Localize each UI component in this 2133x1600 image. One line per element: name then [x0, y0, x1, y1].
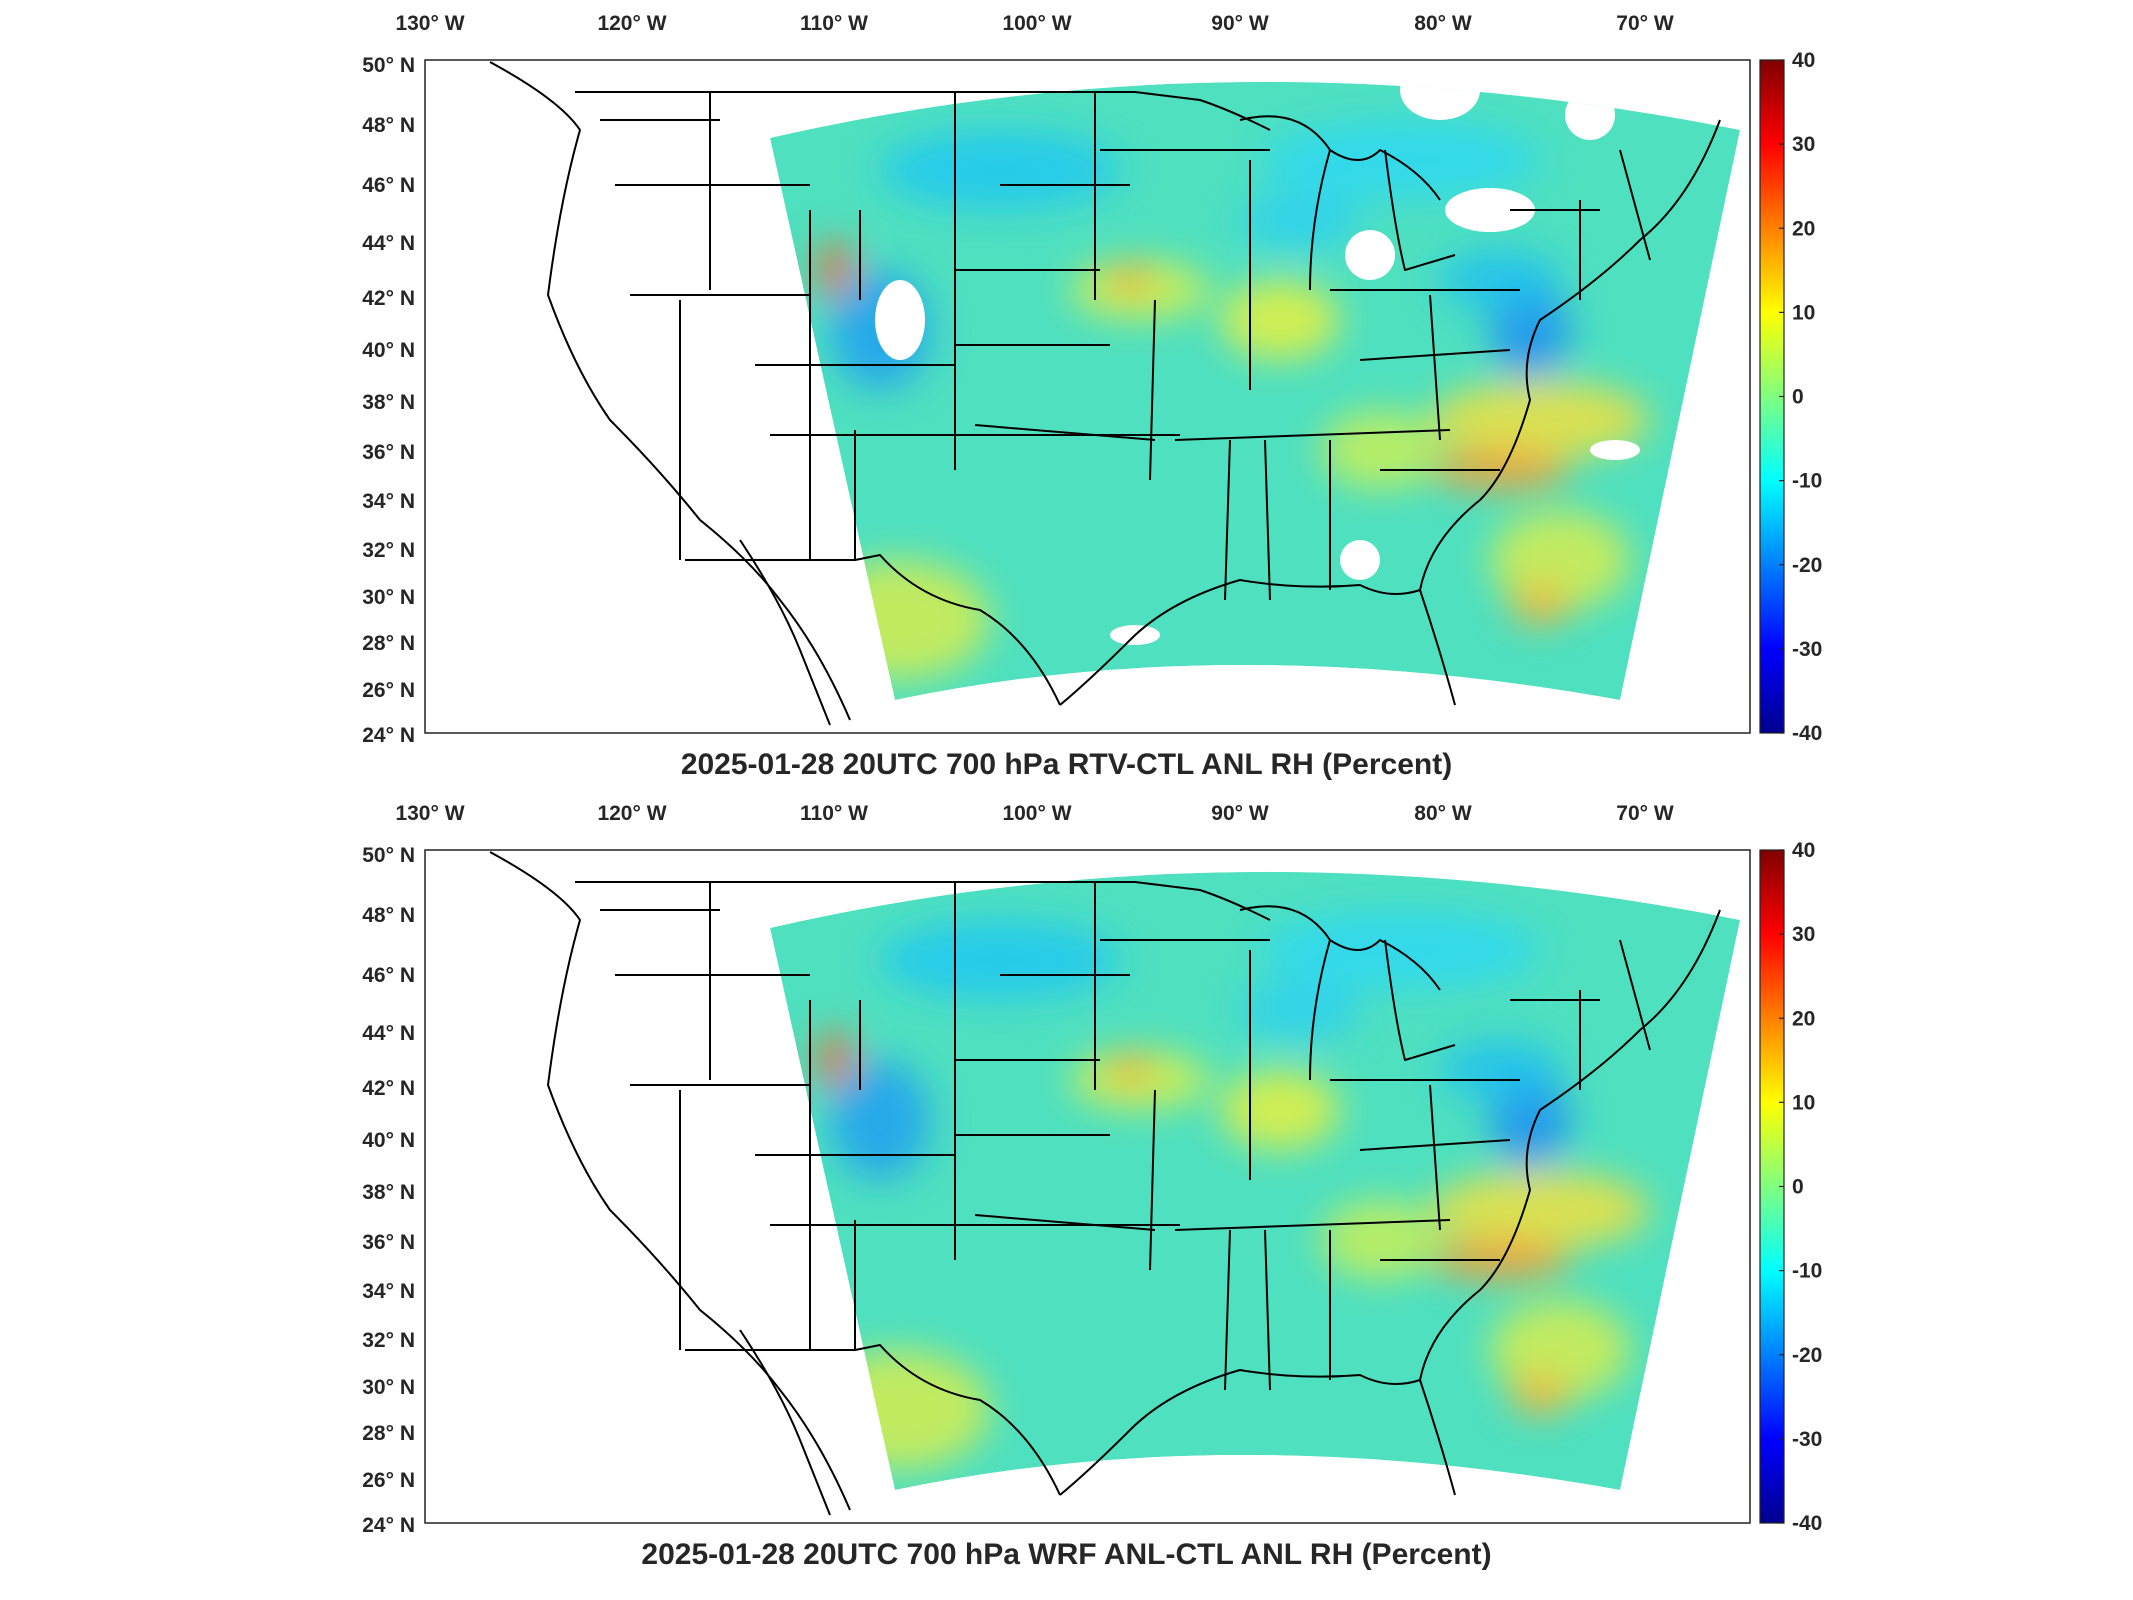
lat-tick-label: 50° N [362, 54, 415, 77]
colorbar-tick-label: 20 [1792, 217, 1815, 240]
panel-title: 2025-01-28 20UTC 700 hPa WRF ANL-CTL ANL… [641, 1538, 1492, 1571]
lat-tick-label: 34° N [362, 490, 415, 513]
lat-tick-label: 42° N [362, 287, 415, 310]
colorbar-tick-label: 0 [1792, 386, 1804, 409]
lat-tick-label: 46° N [362, 174, 415, 197]
lon-tick-label: 70° W [1616, 12, 1674, 35]
rh-difference-field [770, 81, 1740, 700]
colorbar-tick-label: 30 [1792, 133, 1815, 156]
lat-tick-label: 24° N [362, 724, 415, 747]
colorbar-tick-label: -20 [1792, 554, 1822, 577]
state-boundaries [489, 851, 1721, 1516]
lat-tick-label: 30° N [362, 586, 415, 609]
lat-tick-label: 38° N [362, 391, 415, 414]
map-panel-wrf-anl-ctl: 130° W 120° W 110° W 100° W 90° W 80° W 70° W 5… [0, 790, 2133, 1580]
colorbar-tick-label: 10 [1792, 1091, 1815, 1114]
lon-tick-label: 130° W [395, 802, 464, 825]
lon-tick-label: 90° W [1211, 12, 1269, 35]
colorbar-tick-label: -40 [1792, 722, 1822, 745]
lat-tick-label: 34° N [362, 1280, 415, 1303]
state-boundaries [489, 61, 1721, 726]
lat-tick-label: 38° N [362, 1181, 415, 1204]
lat-tick-label: 40° N [362, 339, 415, 362]
colorbar-tick-label: 40 [1792, 839, 1815, 862]
colorbar-tick-label: -30 [1792, 638, 1822, 661]
lon-tick-label: 70° W [1616, 802, 1674, 825]
lon-tick-label: 120° W [597, 802, 666, 825]
lon-tick-label: 80° W [1414, 12, 1472, 35]
lon-tick-label: 100° W [1002, 802, 1071, 825]
colorbar-tick-label: 20 [1792, 1007, 1815, 1030]
lat-tick-label: 44° N [362, 232, 415, 255]
lon-tick-label: 110° W [800, 12, 868, 35]
colorbar-tick-label: 0 [1792, 1176, 1804, 1199]
panel-title: 2025-01-28 20UTC 700 hPa RTV-CTL ANL RH … [680, 748, 1453, 781]
lon-tick-label: 130° W [395, 12, 464, 35]
lat-tick-label: 36° N [362, 441, 415, 464]
lat-tick-label: 40° N [362, 1129, 415, 1152]
lat-tick-label: 28° N [362, 1422, 415, 1445]
colorbar-tick-label: 40 [1792, 49, 1815, 72]
lat-tick-label: 30° N [362, 1376, 415, 1399]
lat-tick-label: 48° N [362, 904, 415, 927]
lat-tick-label: 26° N [362, 1469, 415, 1492]
lat-tick-label: 48° N [362, 114, 415, 137]
lat-tick-label: 50° N [362, 844, 415, 867]
lat-tick-label: 24° N [362, 1514, 415, 1537]
lat-tick-label: 44° N [362, 1022, 415, 1045]
rh-difference-field [770, 871, 1740, 1490]
lat-tick-label: 32° N [362, 539, 415, 562]
lat-tick-label: 28° N [362, 632, 415, 655]
lat-tick-label: 46° N [362, 964, 415, 987]
colorbar-tick-label: 30 [1792, 923, 1815, 946]
map-panel-rtv-ctl: 130° W 120° W 110° W 100° W 90° W 80° W 70° W 5… [0, 0, 2133, 790]
colorbar-tick-label: -10 [1792, 1260, 1822, 1283]
map-figure: 130° W 120° W 110° W 100° W 90° W 80° W 70° W 5… [362, 12, 1822, 747]
colorbar-tick-label: -10 [1792, 470, 1822, 493]
lat-tick-label: 36° N [362, 1231, 415, 1254]
lon-tick-label: 80° W [1414, 802, 1472, 825]
colorbar-tick-label: -40 [1792, 1512, 1822, 1535]
colorbar-tick-label: -30 [1792, 1428, 1822, 1451]
colorbar-tick-label: -20 [1792, 1344, 1822, 1367]
lat-tick-label: 42° N [362, 1077, 415, 1100]
map-figure: 130° W 120° W 110° W 100° W 90° W 80° W 70° W 5… [362, 802, 1822, 1537]
lon-tick-label: 110° W [800, 802, 868, 825]
lon-tick-label: 100° W [1002, 12, 1071, 35]
lon-tick-label: 90° W [1211, 802, 1269, 825]
colorbar-tick-label: 10 [1792, 301, 1815, 324]
lon-tick-label: 120° W [597, 12, 666, 35]
lat-tick-label: 26° N [362, 679, 415, 702]
lat-tick-label: 32° N [362, 1329, 415, 1352]
